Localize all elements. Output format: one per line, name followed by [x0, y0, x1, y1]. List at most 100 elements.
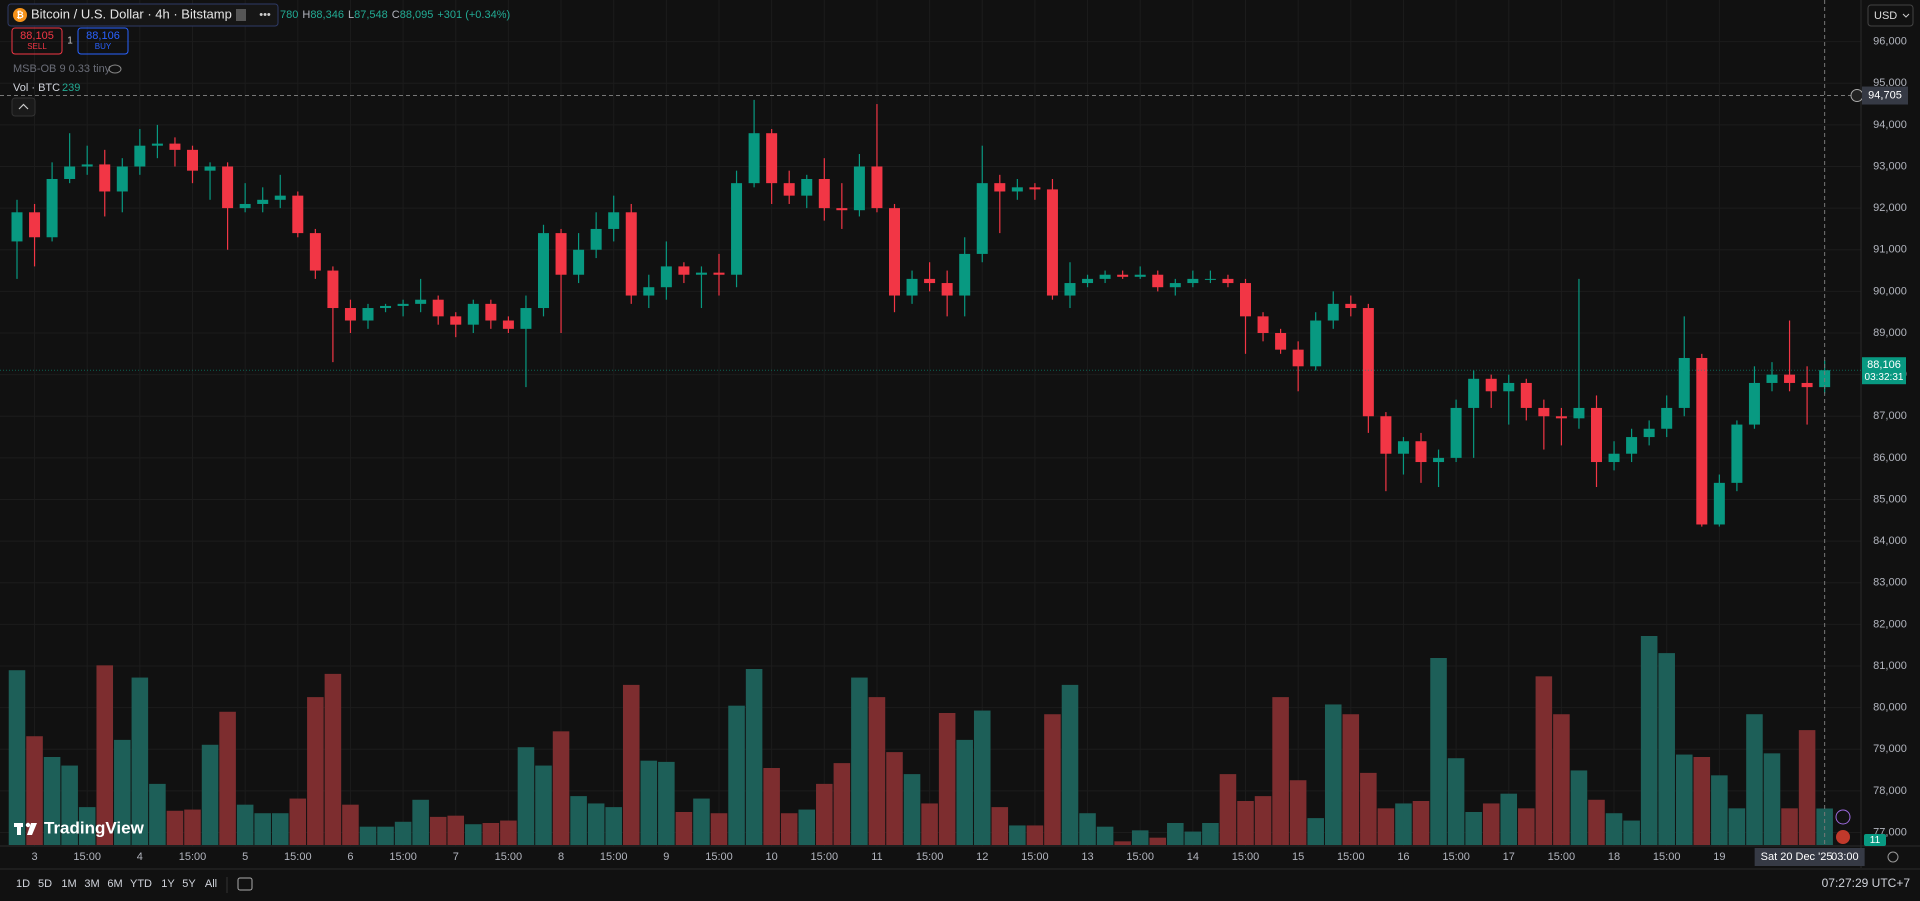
volume-bar — [587, 803, 605, 845]
badge: 11 — [1870, 835, 1881, 846]
volume-bar — [1167, 823, 1184, 845]
candle-body — [748, 133, 760, 184]
add-alert-button[interactable] — [1850, 89, 1864, 103]
volume-bar — [1605, 813, 1623, 845]
collapse-button[interactable] — [11, 97, 36, 117]
candle-body — [924, 278, 936, 284]
range-button[interactable]: 5D — [38, 878, 52, 890]
candle-body — [204, 166, 216, 171]
visibility-icon[interactable] — [108, 64, 122, 74]
crosshair-date-box — [1754, 848, 1865, 866]
volume-bar — [500, 820, 517, 845]
candle-body — [1731, 424, 1743, 483]
symbol-icon-glyph: ₿ — [16, 10, 23, 20]
candle-body — [625, 212, 637, 296]
candle-body — [520, 308, 532, 329]
volume-bar — [1307, 818, 1324, 845]
volume-bar — [359, 826, 377, 845]
open-value: 780 — [280, 9, 298, 21]
range-button[interactable]: All — [205, 878, 217, 890]
candle-body — [116, 166, 128, 192]
candle-body — [1064, 283, 1076, 296]
volume-bar — [201, 744, 219, 845]
x-tick-label: 13 — [1081, 851, 1093, 863]
range-button[interactable]: 1D — [16, 878, 30, 890]
range-button[interactable]: 5Y — [182, 878, 196, 890]
candle-body — [134, 145, 146, 167]
range-button[interactable]: 3M — [84, 878, 99, 890]
candle-body — [801, 178, 813, 196]
alert-icon[interactable] — [1835, 809, 1851, 825]
candle-body — [292, 195, 304, 234]
volume-bar — [640, 760, 658, 845]
volume-bar — [1465, 812, 1482, 845]
y-tick-label: 86,000 — [1873, 452, 1907, 464]
candle-body — [1362, 308, 1374, 417]
y-tick-label: 82,000 — [1873, 618, 1907, 630]
candle-body — [397, 303, 409, 306]
volume-bar — [1149, 837, 1167, 845]
volume-bar — [1412, 801, 1430, 845]
sell-button[interactable] — [11, 27, 63, 55]
date-range-icon[interactable] — [237, 877, 253, 891]
logo-shape — [17, 823, 21, 835]
candle-body — [1011, 187, 1023, 192]
candle-body — [380, 305, 392, 309]
range-button[interactable]: 6M — [107, 878, 122, 890]
currency[interactable]: USD — [1874, 10, 1897, 22]
x-tick-label: 4 — [137, 851, 143, 863]
flag-circle[interactable] — [1836, 830, 1850, 844]
flag-icon[interactable] — [236, 9, 246, 21]
volume-last: 239 — [62, 82, 80, 94]
buy-label[interactable]: BUY — [95, 42, 112, 51]
candle-body — [1801, 382, 1813, 388]
x-tick-label: 19 — [1713, 851, 1725, 863]
candle-body — [1555, 416, 1567, 419]
volume-bar — [1482, 803, 1500, 845]
x-tick-label: 5 — [242, 851, 248, 863]
sell-label[interactable]: SELL — [27, 42, 47, 51]
candle-body — [906, 278, 918, 296]
volume-bar — [307, 697, 324, 845]
crosshair-price: 94,705 — [1868, 89, 1902, 101]
x-tick-label: 9 — [663, 851, 669, 863]
volume-bar — [1711, 775, 1728, 845]
sell-price[interactable]: 88,105 — [20, 30, 54, 42]
candle-body — [1204, 278, 1216, 280]
candle-body — [29, 212, 41, 238]
volume-bar — [728, 705, 745, 845]
volume-bar — [903, 774, 921, 845]
volume-bar — [394, 821, 412, 845]
candle-body — [695, 272, 707, 275]
volume-bar — [78, 807, 96, 845]
volume-bar — [535, 765, 552, 845]
volume-legend[interactable]: Vol · BTC — [13, 82, 60, 94]
buy-button[interactable] — [77, 27, 129, 55]
volume-bar — [447, 815, 465, 845]
clock[interactable]: 07:27:29 UTC+7 — [1822, 876, 1911, 890]
volume-bar — [1061, 684, 1079, 845]
buy-price[interactable]: 88,106 — [86, 30, 120, 42]
symbol-box[interactable] — [7, 3, 279, 27]
indicator-legend[interactable]: MSB-OB 9 0.33 tiny — [13, 63, 111, 75]
range-button[interactable]: 1Y — [161, 878, 175, 890]
symbol-title[interactable]: Bitcoin / U.S. Dollar · 4h · Bitstamp — [31, 6, 232, 21]
x-tick-label: 18 — [1608, 851, 1620, 863]
candle-body — [678, 266, 690, 275]
candle-body — [1310, 320, 1322, 367]
currency-button[interactable] — [1867, 4, 1914, 27]
settings-icon[interactable] — [1887, 851, 1899, 863]
close-key: C — [392, 9, 400, 21]
range-button[interactable]: YTD — [130, 878, 152, 890]
volume-bar — [1623, 820, 1640, 845]
volume-bar — [1447, 758, 1465, 845]
volume-pane — [8, 636, 1833, 845]
volume-bar — [184, 809, 201, 845]
volume-bar — [1658, 653, 1675, 845]
more-button[interactable]: ••• — [259, 9, 271, 21]
volume-bar — [745, 669, 763, 845]
range-button[interactable]: 1M — [61, 878, 76, 890]
volume-bar — [1360, 772, 1377, 845]
x-tick-label: 15:00 — [811, 851, 839, 863]
candle-body — [274, 195, 286, 200]
